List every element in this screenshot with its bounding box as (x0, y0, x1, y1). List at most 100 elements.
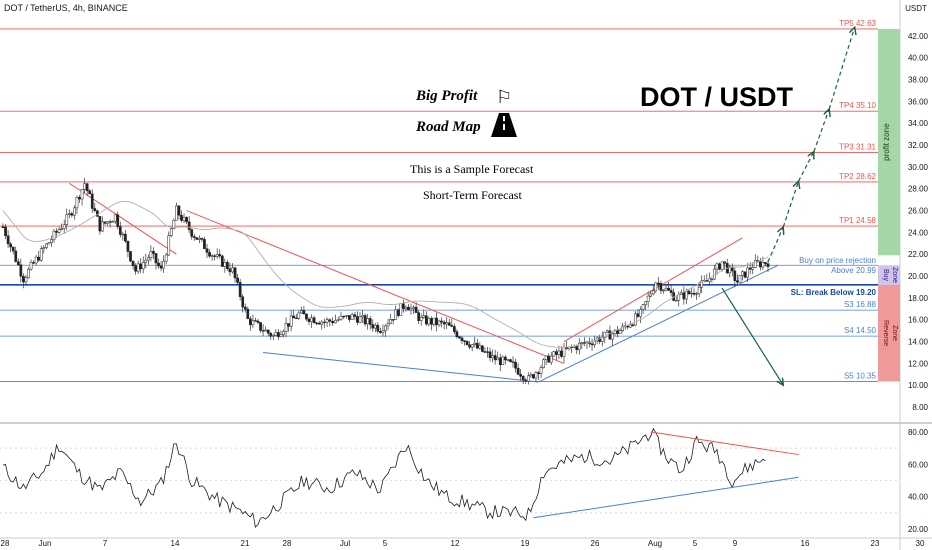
candle-body (6, 235, 10, 245)
road-icon (491, 113, 517, 142)
level-label: Buy on price rejection (799, 256, 876, 265)
candle-body (422, 315, 426, 318)
candle-body (580, 342, 584, 344)
support-line (538, 264, 779, 383)
candle-body (180, 215, 183, 221)
candle-body (751, 267, 755, 270)
zone-block (878, 265, 900, 285)
candle-body (190, 229, 194, 237)
time-tick-label: 7 (103, 539, 108, 548)
candle-body (636, 313, 640, 317)
candle-body (144, 259, 148, 263)
candle-body (287, 323, 290, 327)
candle-body (34, 256, 38, 264)
time-tick-label: 12 (451, 539, 460, 548)
candle-body (626, 325, 630, 328)
candle-body (427, 318, 431, 325)
candle-body (307, 318, 311, 322)
candle-body (259, 322, 262, 331)
candle-body (134, 265, 137, 272)
price-tick-label: 24.00 (908, 228, 929, 237)
candle-body (200, 237, 204, 240)
candle-body (282, 331, 285, 335)
candle-body (741, 271, 744, 276)
resistance-line (186, 210, 565, 364)
candle-body (363, 315, 367, 325)
level-label: S4 14.50 (844, 326, 877, 335)
candle-body (432, 317, 436, 325)
candle-body (389, 319, 392, 324)
candle-body (534, 372, 538, 379)
rsi-tick-label: 40.00 (908, 493, 929, 502)
candle-body (218, 254, 222, 257)
rsi-support-line (533, 476, 799, 519)
candle-body (93, 208, 97, 212)
candle-body (412, 306, 415, 309)
candle-body (116, 214, 120, 227)
candle-body (9, 243, 13, 248)
candle-body (764, 262, 767, 264)
candle-body (463, 340, 466, 342)
candle-body (47, 242, 51, 245)
candle-body (162, 260, 166, 269)
chart-header-title: DOT / TetherUS, 4h, BINANCE (4, 3, 128, 13)
candle-body (646, 295, 650, 302)
candle-body (509, 359, 512, 362)
candle-body (504, 356, 507, 361)
candle-body (57, 229, 61, 233)
candle-body (723, 261, 726, 264)
candle-body (516, 367, 520, 375)
time-tick-label: 5 (693, 539, 698, 548)
candle-body (231, 267, 234, 273)
candle-body (266, 329, 270, 334)
candle-body (486, 351, 489, 353)
candle-body (460, 337, 464, 341)
candle-body (345, 315, 348, 317)
candle-body (733, 270, 737, 281)
candle-body (320, 321, 324, 325)
candle-body (687, 290, 691, 294)
time-tick-label: Aug (648, 539, 662, 548)
candle-body (126, 240, 130, 252)
zone-label: Zone (891, 267, 898, 283)
candle-body (149, 251, 153, 259)
price-tick-label: 22.00 (908, 250, 929, 259)
candle-body (521, 376, 525, 381)
candle-body (384, 325, 387, 332)
candle-body (618, 330, 622, 334)
candle-body (759, 261, 762, 268)
candle-body (544, 355, 548, 360)
candle-body (88, 190, 92, 195)
candle-body (649, 293, 653, 297)
candle-body (139, 263, 143, 270)
candle-body (738, 275, 742, 283)
candle-body (407, 306, 410, 311)
candle-body (269, 332, 273, 337)
candle-body (121, 233, 125, 236)
candle-body (654, 282, 658, 292)
candle-body (167, 235, 171, 256)
candle-body (62, 224, 66, 229)
candle-body (249, 318, 252, 326)
candle-body (50, 239, 53, 243)
road-map-title: Road Map (416, 119, 481, 135)
candle-body (147, 257, 150, 261)
candle-body (761, 262, 765, 268)
candle-body (11, 246, 15, 252)
candle-body (85, 183, 89, 192)
candle-body (129, 251, 132, 262)
rsi-tick-label: 80.00 (908, 428, 929, 437)
forecast-arrow (798, 152, 814, 182)
candle-body (368, 318, 372, 325)
candle-body (108, 221, 112, 223)
time-tick-label: Jul (340, 539, 350, 548)
candle-body (445, 322, 449, 325)
candle-body (24, 277, 28, 283)
time-tick-label: 14 (171, 539, 180, 548)
level-label: TP3 31.31 (839, 143, 876, 152)
candle-body (532, 374, 535, 379)
candle-body (524, 379, 528, 382)
candle-body (164, 254, 168, 262)
candle-body (667, 287, 670, 291)
